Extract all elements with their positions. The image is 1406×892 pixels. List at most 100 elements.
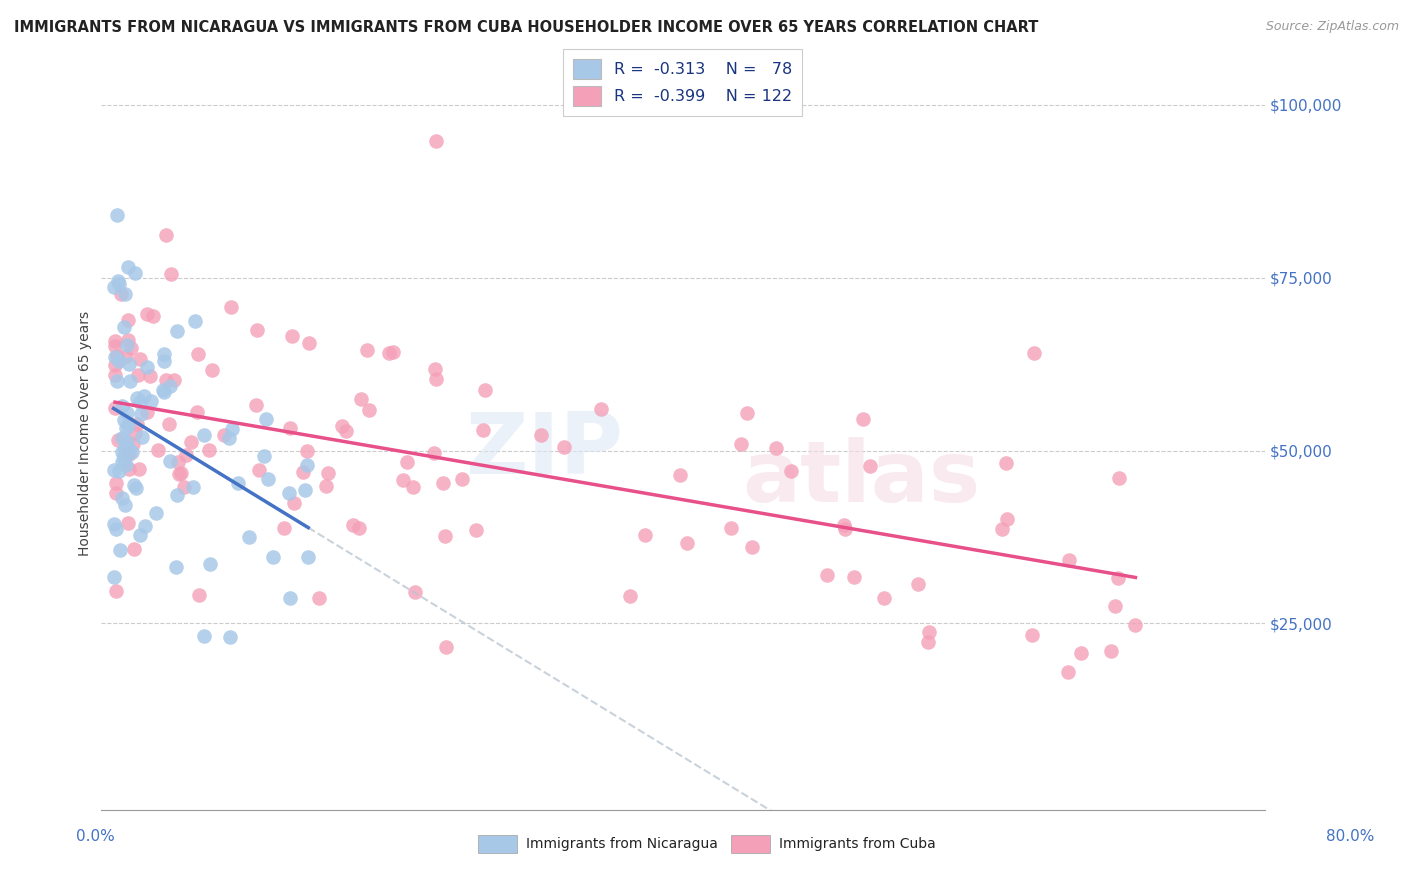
Point	[155, 373, 177, 387]
Point	[187, 589, 209, 603]
Point	[436, 640, 458, 655]
Point	[619, 589, 641, 603]
Point	[245, 399, 267, 413]
Point	[183, 314, 205, 328]
Point	[873, 591, 896, 605]
Point	[295, 444, 318, 458]
Point	[434, 529, 457, 543]
Point	[197, 442, 219, 457]
Point	[111, 444, 134, 458]
Point	[254, 412, 277, 426]
Point	[247, 463, 270, 477]
Point	[105, 374, 128, 388]
Point	[166, 324, 188, 338]
Point	[402, 480, 425, 494]
Point	[105, 486, 128, 500]
Point	[125, 417, 148, 431]
Point	[219, 631, 242, 645]
Point	[117, 446, 139, 460]
Point	[104, 401, 127, 416]
Text: 0.0%: 0.0%	[76, 830, 115, 844]
Point	[432, 476, 454, 491]
Point	[198, 557, 221, 571]
Point	[180, 434, 202, 449]
Point	[103, 517, 125, 532]
Point	[107, 274, 129, 288]
Point	[121, 445, 143, 459]
Point	[155, 228, 177, 243]
Point	[553, 441, 575, 455]
Point	[128, 461, 150, 475]
Point	[280, 329, 302, 343]
Point	[103, 280, 125, 294]
Point	[634, 528, 657, 542]
Point	[114, 442, 136, 456]
Point	[166, 455, 188, 469]
Point	[112, 412, 135, 426]
Point	[104, 334, 127, 349]
Point	[834, 522, 856, 536]
Point	[112, 319, 135, 334]
Point	[464, 524, 486, 538]
Point	[131, 407, 153, 421]
Point	[153, 353, 176, 368]
Point	[125, 481, 148, 495]
Point	[851, 411, 873, 425]
Point	[256, 472, 278, 486]
Point	[159, 379, 181, 393]
Point	[124, 266, 146, 280]
Point	[157, 417, 180, 431]
Point	[118, 447, 141, 461]
Point	[105, 583, 128, 598]
Point	[139, 369, 162, 384]
Point	[907, 576, 929, 591]
Point	[108, 463, 131, 477]
Point	[104, 368, 127, 382]
Point	[228, 476, 250, 491]
Point	[187, 347, 209, 361]
Point	[169, 467, 191, 481]
Point	[472, 423, 495, 437]
Point	[720, 521, 742, 535]
Point	[844, 570, 866, 584]
Point	[425, 134, 447, 148]
Point	[193, 427, 215, 442]
Point	[1108, 471, 1130, 485]
Point	[1059, 553, 1081, 567]
Point	[273, 521, 295, 535]
Point	[104, 359, 127, 373]
Point	[117, 260, 139, 274]
Text: Immigrants from Nicaragua: Immigrants from Nicaragua	[526, 837, 717, 851]
Point	[283, 496, 305, 510]
Point	[246, 323, 269, 337]
Text: IMMIGRANTS FROM NICARAGUA VS IMMIGRANTS FROM CUBA HOUSEHOLDER INCOME OVER 65 YEA: IMMIGRANTS FROM NICARAGUA VS IMMIGRANTS …	[14, 20, 1039, 35]
Point	[917, 625, 939, 640]
Point	[115, 458, 138, 472]
Point	[474, 383, 496, 397]
Point	[530, 427, 553, 442]
Point	[330, 419, 353, 434]
Point	[238, 530, 260, 544]
Point	[117, 312, 139, 326]
Text: 80.0%: 80.0%	[1326, 830, 1374, 844]
Point	[136, 359, 159, 374]
Point	[395, 455, 418, 469]
Point	[423, 362, 446, 376]
Point	[315, 479, 337, 493]
Point	[115, 349, 138, 363]
Text: ZIP: ZIP	[465, 409, 623, 492]
Point	[103, 569, 125, 583]
Point	[117, 333, 139, 347]
Point	[589, 402, 612, 417]
Point	[117, 417, 139, 432]
Point	[111, 491, 134, 506]
Point	[859, 458, 882, 473]
Point	[218, 431, 240, 445]
Point	[277, 485, 299, 500]
Text: Immigrants from Cuba: Immigrants from Cuba	[779, 837, 935, 851]
Point	[127, 368, 149, 383]
Point	[141, 394, 163, 409]
Point	[112, 453, 135, 467]
Point	[108, 353, 131, 368]
Point	[159, 454, 181, 468]
